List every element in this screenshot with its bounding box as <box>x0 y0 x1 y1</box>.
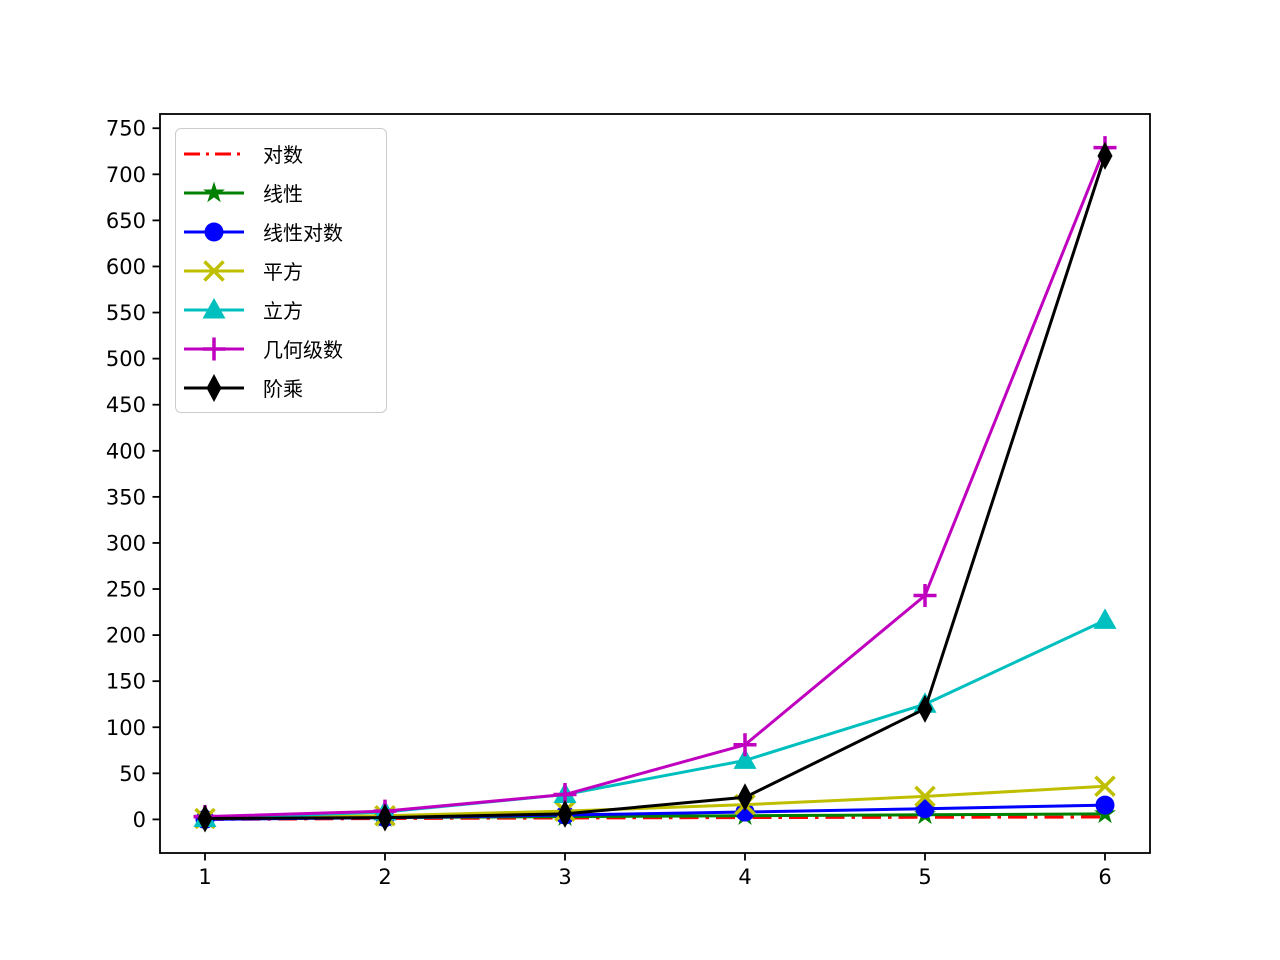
legend-entry-5: 几何级数 <box>183 329 378 368</box>
legend-label-5: 几何级数 <box>263 338 343 362</box>
legend-marker-2 <box>204 222 224 241</box>
series-2-marker <box>915 799 935 819</box>
legend-handle-1 <box>184 181 244 202</box>
series-4-line <box>204 618 1106 820</box>
x-tick-label: 4 <box>738 865 751 889</box>
series-4-marker <box>733 748 757 769</box>
y-tick-label: 0 <box>133 808 146 832</box>
y-tick-label: 150 <box>106 670 146 694</box>
series-6-marker <box>197 804 213 833</box>
x-tick-label: 6 <box>1098 865 1111 889</box>
legend-handle-6 <box>184 373 244 402</box>
legend-handle-0 <box>184 152 244 155</box>
legend-handle-3 <box>184 259 244 282</box>
y-tick-label: 350 <box>106 485 146 509</box>
legend-label-3: 平方 <box>263 260 303 284</box>
legend-marker-4 <box>202 297 226 318</box>
legend-label-6: 阶乘 <box>263 377 303 401</box>
legend: 对数线性线性对数平方立方几何级数阶乘 <box>175 128 387 413</box>
legend-entry-6: 阶乘 <box>183 368 378 407</box>
legend-entry-4: 立方 <box>183 290 378 329</box>
y-tick-label: 600 <box>106 255 146 279</box>
series-6-marker <box>737 783 753 812</box>
y-tick-label: 450 <box>106 393 146 417</box>
legend-handle-5 <box>184 337 244 360</box>
series-6 <box>197 141 1113 833</box>
y-tick-label: 750 <box>106 117 146 141</box>
y-tick-label: 200 <box>106 624 146 648</box>
series-5-marker <box>913 583 937 607</box>
y-tick-label: 250 <box>106 578 146 602</box>
legend-entry-2: 线性对数 <box>183 212 378 251</box>
y-tick-label: 550 <box>106 301 146 325</box>
legend-marker-6 <box>206 373 222 402</box>
series-6-marker <box>377 803 393 832</box>
legend-entry-3: 平方 <box>183 251 378 290</box>
x-tick-label: 2 <box>378 865 391 889</box>
x-tick-label: 5 <box>918 865 931 889</box>
series-3-marker <box>1094 775 1116 797</box>
series-6-marker <box>557 799 573 828</box>
axes-frame <box>159 113 1151 854</box>
y-tick-label: 700 <box>106 163 146 187</box>
legend-label-0: 对数 <box>263 143 303 167</box>
x-tick-label: 1 <box>198 865 211 889</box>
series-5-line <box>204 147 1107 819</box>
legend-entry-1: 线性 <box>183 173 378 212</box>
series-6-marker <box>1097 141 1113 170</box>
series-3 <box>194 775 1116 830</box>
y-tick-label: 400 <box>106 439 146 463</box>
legend-entry-0: 对数 <box>183 134 378 173</box>
series-2-marker <box>1095 795 1115 815</box>
legend-label-1: 线性 <box>263 182 303 206</box>
series-6-line <box>204 155 1107 820</box>
y-tick-label: 50 <box>119 762 146 786</box>
series-3-line <box>204 784 1106 820</box>
series-6-marker <box>917 694 933 723</box>
x-tick-label: 3 <box>558 865 571 889</box>
legend-handle-2 <box>184 222 244 241</box>
y-tick-label: 500 <box>106 347 146 371</box>
series-5-marker <box>733 733 757 757</box>
legend-label-4: 立方 <box>263 299 303 323</box>
y-tick-label: 100 <box>106 716 146 740</box>
legend-marker-3 <box>203 259 225 282</box>
legend-marker-5 <box>202 337 226 360</box>
series-3-marker <box>914 785 936 808</box>
y-tick-label: 650 <box>106 209 146 233</box>
legend-marker-1 <box>203 181 225 202</box>
legend-label-2: 线性对数 <box>263 221 343 245</box>
y-tick-label: 300 <box>106 531 146 555</box>
legend-handle-4 <box>184 297 244 318</box>
series-4-marker <box>1093 608 1117 629</box>
